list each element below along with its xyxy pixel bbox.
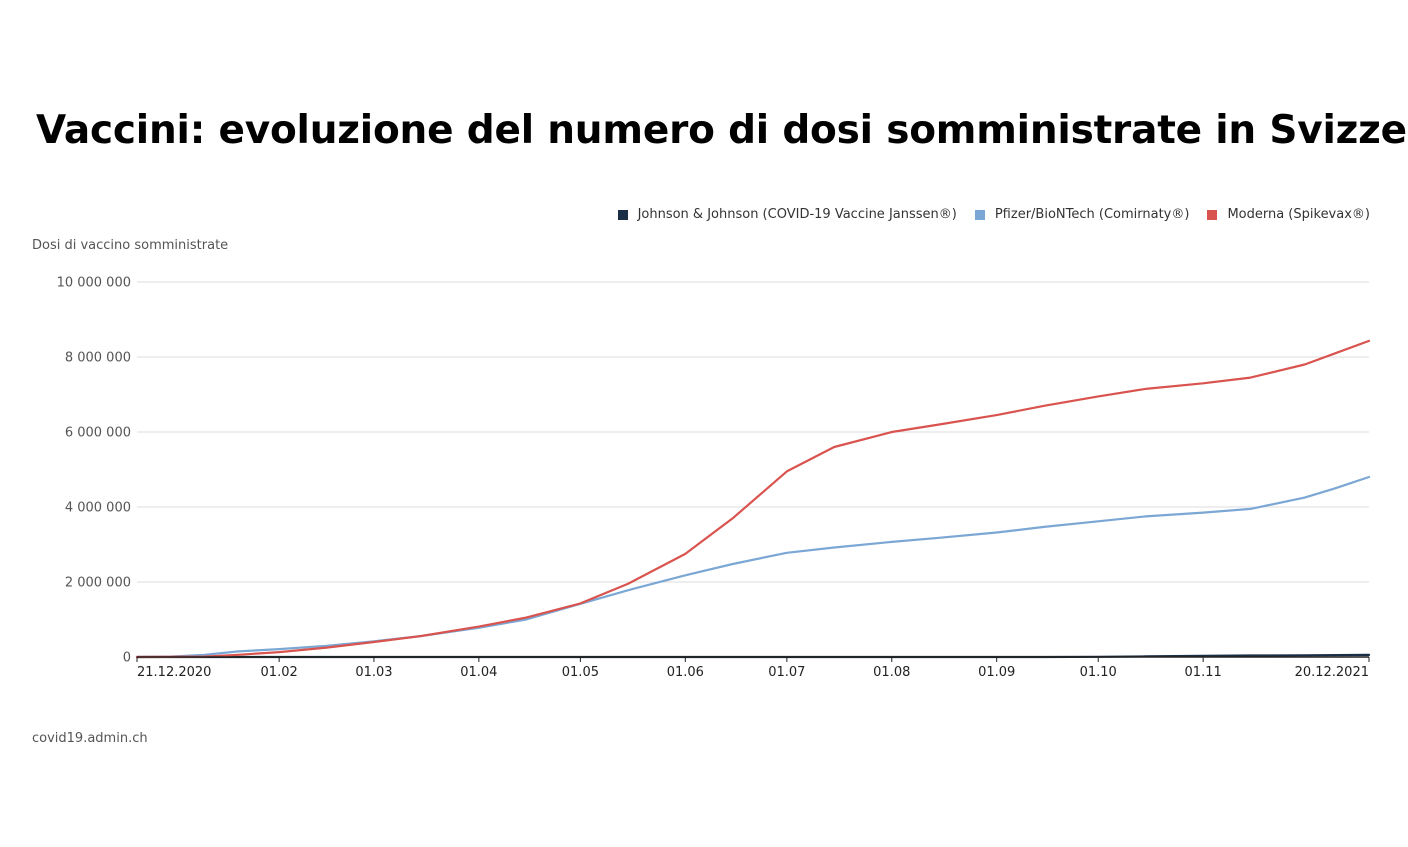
legend-item-moderna[interactable]: Moderna (Spikevax®) — [1207, 207, 1370, 222]
y-tick-label-4: 8 000 000 — [65, 351, 131, 366]
x-tick-label-6: 01.07 — [768, 665, 805, 680]
y-tick-label-5: 10 000 000 — [57, 276, 131, 291]
y-tick-label-3: 6 000 000 — [65, 426, 131, 441]
series-line-2 — [135, 339, 1371, 659]
legend-label-pfizer: Pfizer/BioNTech (Comirnaty®) — [994, 207, 1190, 222]
y-tick-label-2: 4 000 000 — [65, 501, 131, 516]
legend-label-johnson: Johnson & Johnson (COVID-19 Vaccine Jans… — [637, 207, 957, 222]
x-tick-label-3: 01.04 — [460, 665, 497, 680]
x-tick-label-8: 01.09 — [978, 665, 1015, 680]
x-tick-label-1: 01.02 — [261, 665, 298, 680]
x-tick-label-0: 21.12.2020 — [137, 665, 211, 680]
x-tick-label-11: 20.12.2021 — [1295, 665, 1369, 680]
legend-label-moderna: Moderna (Spikevax®) — [1227, 207, 1370, 222]
legend-swatch-johnson — [617, 209, 628, 220]
x-tick-label-9: 01.10 — [1080, 665, 1117, 680]
x-tick-label-2: 01.03 — [355, 665, 392, 680]
legend-swatch-moderna — [1207, 209, 1218, 220]
x-tick-label-7: 01.08 — [873, 665, 910, 680]
legend: Johnson & Johnson (COVID-19 Vaccine Jans… — [617, 207, 1370, 222]
chart-title: Vaccini: evoluzione del numero di dosi s… — [36, 108, 1408, 153]
source-link[interactable]: covid19.admin.ch — [32, 731, 148, 746]
y-tick-label-0: 0 — [123, 651, 131, 666]
y-tick-label-1: 2 000 000 — [65, 576, 131, 591]
legend-swatch-pfizer — [974, 209, 985, 220]
x-tick-label-5: 01.06 — [667, 665, 704, 680]
x-tick-label-4: 01.05 — [562, 665, 599, 680]
x-tick-label-10: 01.11 — [1185, 665, 1222, 680]
series-line-1 — [135, 475, 1371, 659]
legend-item-pfizer[interactable]: Pfizer/BioNTech (Comirnaty®) — [974, 207, 1190, 222]
legend-item-johnson[interactable]: Johnson & Johnson (COVID-19 Vaccine Jans… — [617, 207, 957, 222]
y-axis-label: Dosi di vaccino somministrate — [32, 238, 229, 253]
